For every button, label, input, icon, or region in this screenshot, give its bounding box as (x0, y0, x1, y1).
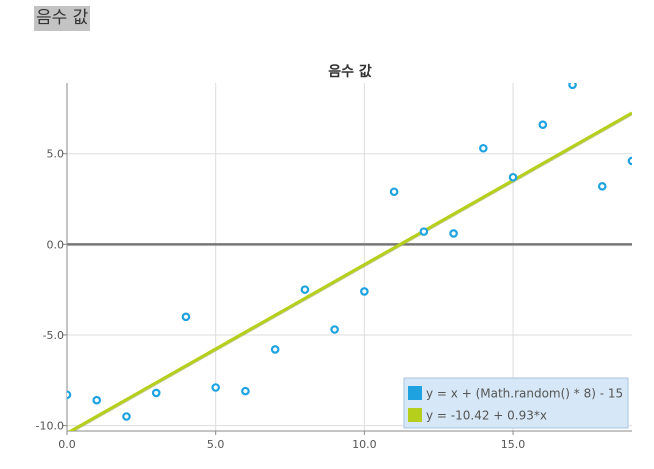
data-point (151, 388, 161, 398)
data-point (449, 229, 458, 238)
data-point (181, 312, 191, 322)
legend-swatch (408, 386, 422, 400)
data-point (270, 345, 280, 354)
data-point (92, 395, 102, 405)
data-point (479, 143, 488, 153)
y-tick-label: -10.0 (36, 420, 64, 433)
legend-swatch (408, 408, 422, 422)
x-tick-label: 15.0 (501, 438, 526, 451)
legend-box (403, 377, 629, 429)
x-tick-label: 0.0 (58, 438, 76, 451)
x-tick-label: 10.0 (352, 438, 377, 451)
legend-label: y = x + (Math.random() * 8) - 15 (426, 387, 623, 401)
data-point (419, 227, 429, 236)
page-heading: 음수 값 (34, 6, 91, 31)
y-tick-label: -5.0 (43, 329, 64, 342)
data-point (597, 182, 607, 191)
data-point (568, 83, 577, 90)
data-point (330, 325, 339, 334)
data-point (360, 287, 369, 296)
x-tick-label: 5.0 (207, 438, 225, 451)
data-point (241, 386, 250, 396)
data-point (211, 383, 220, 392)
data-point (122, 412, 131, 421)
legend-label: y = -10.42 + 0.93*x (426, 409, 547, 423)
plot-area (67, 83, 632, 431)
data-point (627, 156, 632, 166)
data-point (538, 120, 548, 129)
data-point (300, 285, 310, 294)
regression-line (67, 111, 632, 431)
y-tick-label: 5.0 (47, 148, 65, 161)
data-point (67, 390, 72, 400)
plot-marks (67, 83, 632, 431)
data-point (508, 172, 518, 182)
data-point (389, 187, 399, 197)
chart-title: 음수 값 (328, 64, 372, 80)
y-tick-label: 0.0 (47, 238, 65, 251)
